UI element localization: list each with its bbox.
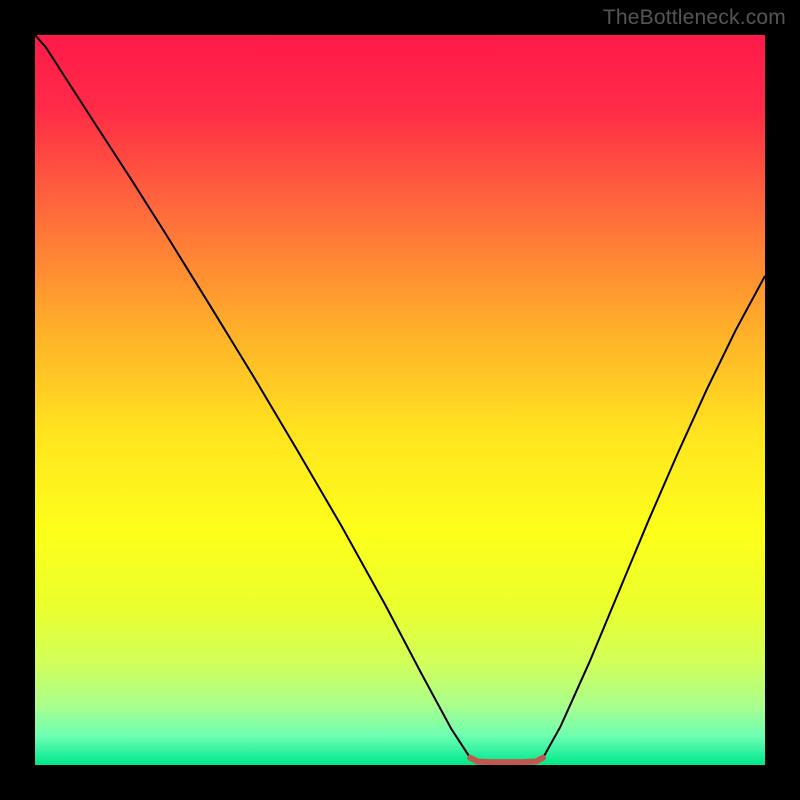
curve-layer: [35, 35, 765, 765]
plot-area: [35, 35, 765, 765]
bottleneck-curve: [35, 35, 765, 762]
optimal-band-curve: [470, 758, 543, 762]
watermark-text: TheBottleneck.com: [603, 6, 786, 30]
